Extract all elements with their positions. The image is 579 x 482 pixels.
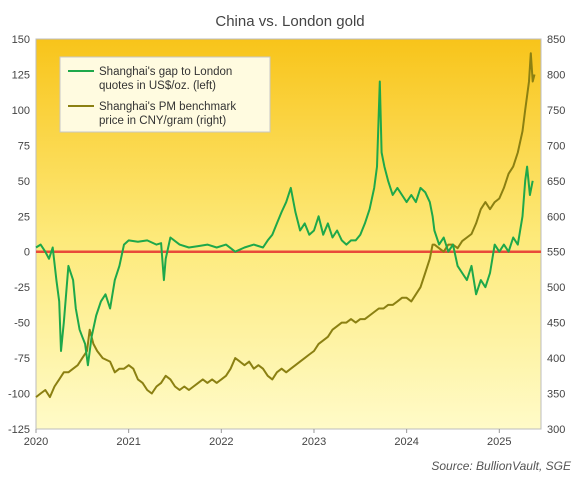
legend-label-price-line1: Shanghai's PM benchmark — [99, 101, 236, 113]
left-tick-label: 75 — [18, 140, 30, 152]
legend-label-gap-line1: Shanghai's gap to London — [99, 66, 232, 78]
left-axis: -125 -100 -75 -50 -25 0 25 50 75 100 125 150 — [8, 34, 30, 436]
left-tick-label: 0 — [24, 247, 30, 259]
series-line-gap — [35, 80, 534, 367]
x-tick-label: 2023 — [302, 436, 326, 448]
left-tick-label: 100 — [12, 105, 30, 117]
right-tick-label: 550 — [547, 247, 565, 259]
right-tick-label: 800 — [547, 69, 565, 81]
left-tick-label: -125 — [8, 424, 30, 436]
x-tick-label: 2020 — [24, 436, 48, 448]
legend-label-price-line2: price in CNY/gram (right) — [99, 115, 226, 127]
right-tick-label: 350 — [547, 389, 565, 401]
left-tick-label: 50 — [18, 176, 30, 188]
right-tick-label: 650 — [547, 176, 565, 188]
series-layer — [35, 52, 536, 399]
right-tick-label: 750 — [547, 105, 565, 117]
source-note: Source: BullionVault, SGE — [431, 459, 572, 473]
x-tick-label: 2022 — [209, 436, 233, 448]
right-tick-label: 500 — [547, 282, 565, 294]
left-tick-label: -100 — [8, 389, 30, 401]
right-tick-label: 300 — [547, 424, 565, 436]
legend: Shanghai's gap to London quotes in US$/o… — [59, 56, 271, 133]
right-tick-label: 400 — [547, 353, 565, 365]
right-tick-label: 600 — [547, 211, 565, 223]
right-tick-label: 700 — [547, 140, 565, 152]
x-tick-label: 2021 — [116, 436, 140, 448]
left-tick-label: -75 — [14, 353, 30, 365]
left-tick-label: 150 — [12, 34, 30, 46]
right-tick-label: 850 — [547, 34, 565, 46]
right-tick-label: 450 — [547, 318, 565, 330]
x-axis: 2020 2021 2022 2023 2024 2025 — [24, 429, 512, 448]
x-tick-label: 2025 — [487, 436, 511, 448]
left-tick-label: 125 — [12, 69, 30, 81]
left-tick-label: -50 — [14, 318, 30, 330]
legend-box — [59, 56, 271, 133]
left-tick-label: 25 — [18, 211, 30, 223]
series-line-price — [35, 52, 536, 399]
chart-title: China vs. London gold — [215, 13, 364, 30]
left-tick-label: -25 — [14, 282, 30, 294]
legend-label-gap-line2: quotes in US$/oz. (left) — [99, 80, 216, 92]
x-tick-label: 2024 — [394, 436, 418, 448]
right-axis: 300 350 400 450 500 550 600 650 700 750 800 850 — [547, 34, 565, 436]
